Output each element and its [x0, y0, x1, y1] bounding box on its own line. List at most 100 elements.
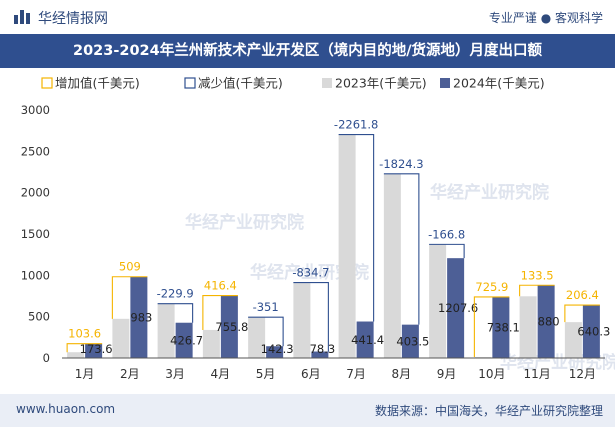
x-tick-label: 8月 — [392, 367, 412, 381]
x-tick-label: 6月 — [301, 367, 321, 381]
legend-item-y24[interactable]: 2024年(千美元) — [440, 76, 545, 91]
month-group: -834.7 78.3 6月 — [292, 266, 335, 381]
legend-label-y24: 2024年(千美元) — [453, 76, 545, 91]
chart-area: 增加值(千美元) 减少值(千美元) 2023年(千美元) 2024年(千美元) 0 500… — [21, 76, 615, 382]
decrease-bracket — [157, 303, 194, 323]
value-label-2024: 173.6 — [80, 342, 113, 356]
increase-bracket — [473, 296, 510, 357]
x-tick-label: 12月 — [569, 367, 596, 381]
value-label-2024: 755.8 — [215, 320, 248, 334]
y-tick-label: 1000 — [21, 268, 50, 282]
increase-bracket — [111, 276, 148, 319]
y-tick-label: 500 — [28, 310, 50, 324]
increase-bracket — [519, 284, 555, 297]
bar-2024[interactable] — [401, 324, 419, 358]
x-tick-label: 9月 — [437, 367, 457, 381]
decrease-bracket — [383, 173, 420, 325]
legend-item-dec[interactable]: 减少值(千美元) — [184, 76, 283, 91]
bar-2024[interactable] — [175, 322, 193, 358]
change-label: -166.8 — [428, 227, 465, 241]
logo-icon — [14, 10, 30, 24]
footer: www.huaon.com 数据来源：中国海关，华经产业研究院整理 — [0, 394, 615, 427]
x-tick-label: 7月 — [346, 367, 366, 381]
change-label: 725.9 — [475, 280, 508, 294]
change-label: -1824.3 — [379, 157, 423, 171]
decrease-bracket — [429, 243, 465, 259]
change-label: 509 — [119, 260, 141, 274]
y-tick-label: 0 — [43, 351, 50, 365]
month-group: -166.8 1207.6 9月 — [428, 227, 478, 381]
decrease-bracket — [248, 316, 284, 347]
bar-2024[interactable] — [85, 343, 103, 358]
bar-2024[interactable] — [311, 351, 329, 358]
legend-swatch-y24 — [440, 78, 450, 88]
month-group: -1824.3 403.5 8月 — [379, 157, 429, 381]
month-group: -351 142.3 5月 — [248, 300, 294, 381]
month-group: -229.9 426.7 3月 — [157, 287, 204, 381]
change-label: 133.5 — [521, 268, 554, 282]
bar-2024[interactable] — [220, 295, 238, 358]
value-label-2024: 142.3 — [261, 342, 294, 356]
bar-2024[interactable] — [582, 305, 600, 358]
increase-bracket — [564, 304, 600, 323]
decrease-bracket — [293, 281, 329, 352]
x-tick-label: 2月 — [120, 367, 140, 381]
month-group: 416.4 755.8 4月 — [202, 279, 248, 381]
bar-2023[interactable] — [474, 356, 492, 358]
increase-bracket — [66, 343, 103, 353]
change-label: -834.7 — [292, 266, 329, 280]
website-link[interactable]: www.huaon.com — [16, 402, 116, 416]
legend-item-inc[interactable]: 增加值(千美元) — [41, 76, 140, 91]
bar-2024[interactable] — [266, 346, 284, 358]
value-label-2024: 983 — [130, 310, 152, 324]
bar-2023[interactable] — [112, 318, 130, 358]
bar-2023[interactable] — [67, 352, 85, 358]
bar-2023[interactable] — [202, 329, 220, 358]
month-group: 725.9 738.1 10月 — [473, 280, 520, 381]
change-label: 206.4 — [566, 288, 599, 302]
legend-label-dec: 减少值(千美元) — [198, 76, 283, 91]
bar-2023[interactable] — [248, 317, 266, 358]
bar-2023[interactable] — [293, 282, 311, 358]
bar-2023[interactable] — [338, 134, 356, 358]
legend-label-inc: 增加值(千美元) — [55, 76, 140, 91]
value-label-2024: 880 — [538, 315, 560, 329]
change-label: -351 — [253, 300, 279, 314]
value-label-2024: 640.3 — [577, 325, 610, 339]
bar-2023[interactable] — [383, 173, 401, 358]
value-label-2024: 403.5 — [396, 334, 429, 348]
watermark: 华经产业研究院 — [430, 182, 549, 203]
bar-2024[interactable] — [356, 321, 374, 358]
bar-2024[interactable] — [130, 276, 148, 358]
value-label-2024: 1207.6 — [438, 301, 478, 315]
top-bar: 华经情报网 专业严谨 ● 客观科学 — [0, 0, 615, 34]
month-group: 206.4 640.3 12月 — [564, 288, 610, 381]
legend-item-y23[interactable]: 2023年(千美元) — [322, 76, 427, 91]
bar-2024[interactable] — [492, 296, 510, 358]
bar-2023[interactable] — [564, 322, 582, 358]
bar-2024[interactable] — [537, 285, 555, 358]
bar-2023[interactable] — [519, 296, 537, 358]
x-tick-label: 4月 — [211, 367, 231, 381]
data-source: 数据来源：中国海关，华经产业研究院整理 — [374, 404, 603, 418]
value-label-2024: 738.1 — [487, 320, 520, 334]
legend-label-y23: 2023年(千美元) — [335, 76, 427, 91]
bar-2023[interactable] — [429, 244, 447, 358]
bar-2024[interactable] — [447, 258, 465, 358]
increase-bracket — [202, 294, 238, 330]
slogan: 专业严谨 ● 客观科学 — [488, 11, 603, 25]
value-label-2024: 78.3 — [310, 342, 336, 356]
month-group: 509 983 2月 — [111, 260, 152, 381]
x-tick-label: 11月 — [523, 367, 550, 381]
bar-2023[interactable] — [157, 303, 175, 358]
y-tick-label: 2500 — [21, 144, 50, 158]
change-label: -2261.8 — [334, 118, 378, 132]
month-group: 133.5 880 11月 — [519, 268, 560, 381]
value-label-2024: 426.7 — [170, 333, 203, 347]
legend-swatch-y23 — [322, 78, 332, 88]
x-tick-label: 10月 — [478, 367, 505, 381]
chart-title: 2023-2024年兰州新技术产业开发区（境内目的地/货源地）月度出口额 — [0, 34, 615, 68]
x-tick-label: 3月 — [165, 367, 185, 381]
y-tick-label: 2000 — [21, 186, 50, 200]
